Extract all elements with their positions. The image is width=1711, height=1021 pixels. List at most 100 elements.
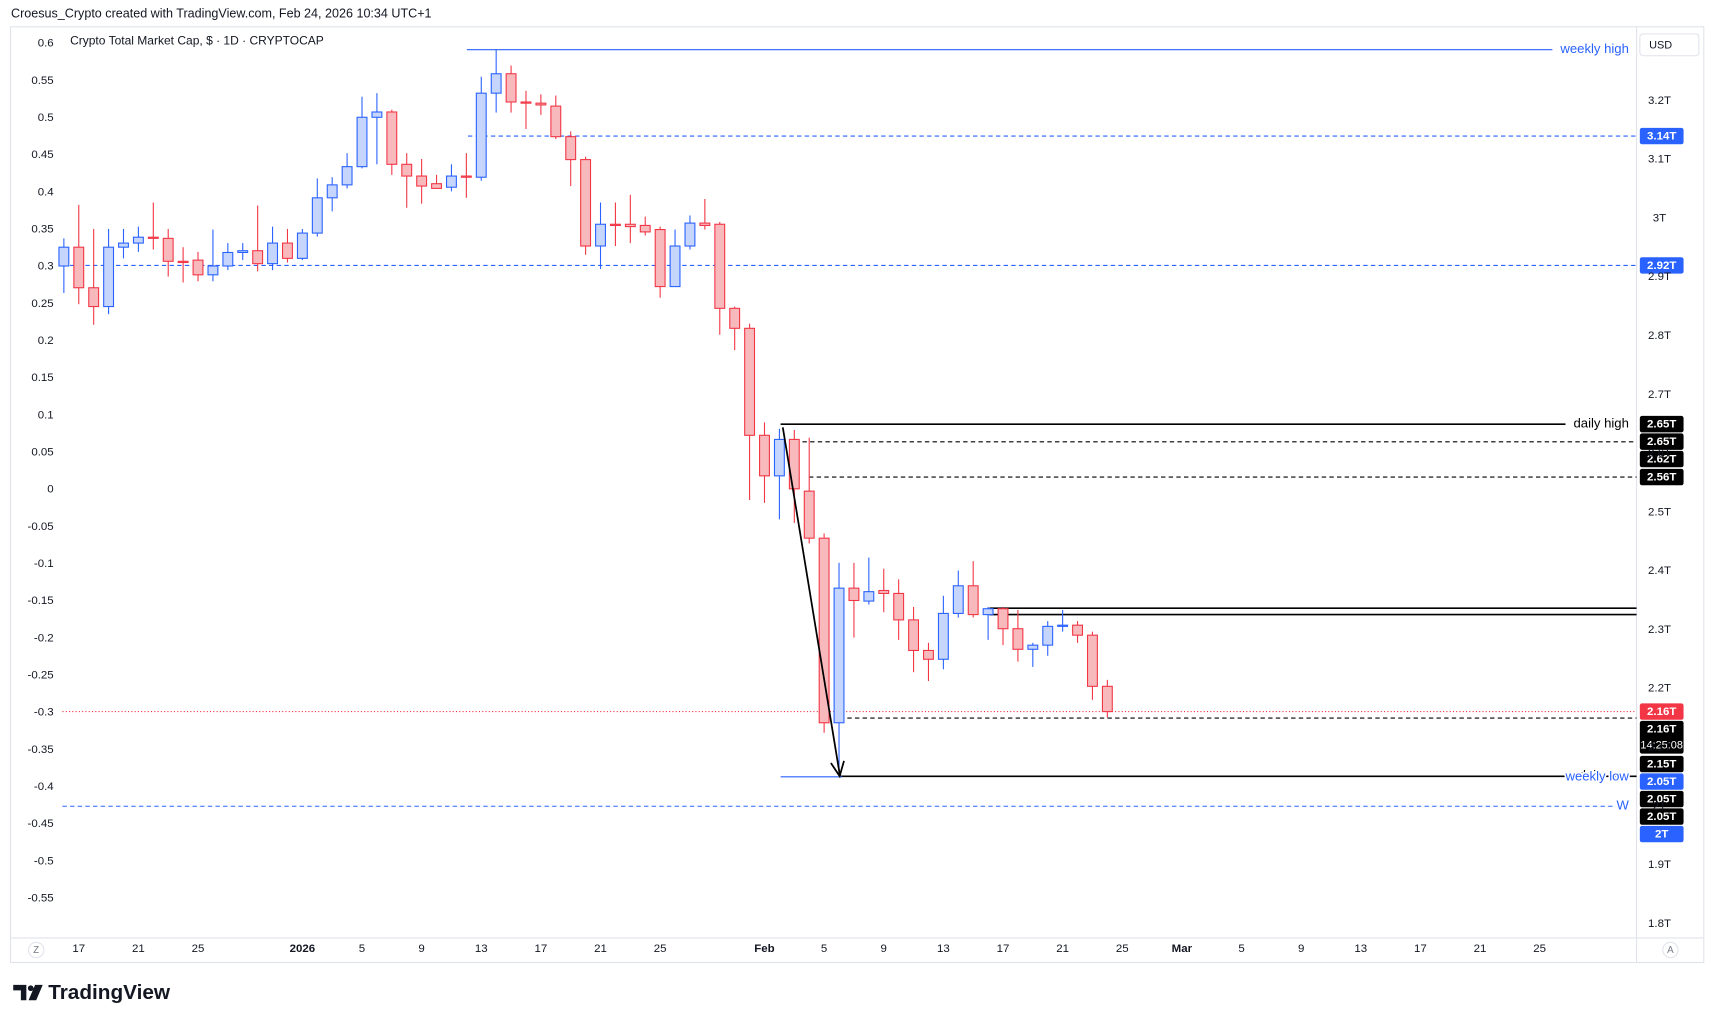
left-tick-label: -0.25 — [28, 670, 54, 682]
candle-body — [550, 105, 562, 138]
left-tick-label: -0.5 — [34, 855, 54, 867]
candle-body — [773, 438, 785, 477]
candle-body — [371, 111, 383, 118]
candle-body — [416, 175, 428, 187]
price-tick-label: 2.7T — [1648, 389, 1671, 401]
price-tick-label: 2T — [1653, 800, 1666, 812]
candle-body — [908, 619, 920, 652]
x-tick-label: 21 — [594, 943, 607, 955]
candle-body — [684, 222, 696, 247]
price-tick-label: 2.1T — [1648, 741, 1671, 753]
candle-body — [103, 246, 115, 308]
left-tick-label: 0.45 — [31, 149, 53, 161]
price-badge — [1639, 433, 1684, 450]
candle-body — [535, 102, 547, 106]
candle-body — [848, 587, 860, 602]
scale-corner-right-label[interactable]: A — [1667, 945, 1674, 956]
left-tick-label: 0 — [47, 484, 53, 496]
candle-body — [654, 229, 666, 288]
price-badge-label: 2.65T — [1647, 436, 1676, 448]
price-badge-label: 2.92T — [1647, 260, 1676, 272]
x-tick-label: 21 — [1056, 943, 1069, 955]
footer-logo — [13, 984, 43, 1001]
price-badge-label: 2.65T — [1647, 419, 1676, 431]
candle-body — [1086, 634, 1098, 687]
candle-body — [252, 250, 264, 265]
price-badge-label: 2.16T — [1647, 724, 1676, 736]
scale-corner-left-label[interactable]: Z — [33, 945, 39, 956]
price-tick-label: 2.2T — [1648, 683, 1671, 695]
candle-body — [803, 490, 815, 539]
price-badge — [1639, 790, 1684, 808]
currency-label[interactable]: USD — [1649, 39, 1672, 51]
x-tick-label: 13 — [1354, 943, 1367, 955]
scale-corner-left[interactable] — [27, 941, 45, 959]
candle-body — [1072, 624, 1084, 636]
price-badge — [1639, 808, 1684, 825]
x-tick-label: 9 — [881, 943, 887, 955]
candle-body — [729, 307, 741, 329]
currency-box[interactable] — [1639, 33, 1700, 57]
price-badge — [1639, 450, 1684, 468]
price-tick-label: 2.3T — [1648, 624, 1671, 636]
candle-body — [505, 73, 517, 103]
left-tick-label: -0.1 — [34, 558, 54, 570]
candle-body — [431, 183, 443, 189]
left-tick-label: 0.35 — [31, 224, 53, 236]
x-tick-label: 25 — [1116, 943, 1129, 955]
price-badge — [1639, 703, 1684, 720]
logo-mark — [13, 984, 27, 1001]
candle-body — [1012, 628, 1024, 650]
candle-body — [699, 222, 711, 226]
candle-body — [639, 224, 651, 233]
candle-body — [893, 592, 905, 621]
logo-mark — [28, 984, 43, 1001]
candle-body — [878, 589, 890, 594]
left-tick-label: 0.25 — [31, 298, 53, 310]
price-badge-label: 2.05T — [1647, 776, 1676, 788]
price-tick-label: 1.9T — [1648, 859, 1671, 871]
price-badge — [1639, 127, 1684, 145]
candle-body — [818, 537, 830, 724]
candle-body — [132, 236, 144, 244]
candle-body — [520, 101, 532, 104]
candle-body — [490, 73, 502, 94]
x-tick-label: 9 — [1298, 943, 1304, 955]
price-tick-label: 1.8T — [1648, 918, 1671, 930]
price-tick-label: 3.2T — [1648, 95, 1671, 107]
footer-brand: TradingView — [48, 981, 171, 1004]
candle-body — [73, 246, 85, 289]
level-label: weekly high — [1559, 41, 1629, 56]
candle-body — [833, 587, 845, 724]
left-tick-label: 0.3 — [38, 261, 54, 273]
price-badge-label: 2.16T — [1647, 706, 1676, 718]
price-badge — [1639, 720, 1684, 754]
candle-body — [475, 92, 487, 178]
price-badge — [1639, 468, 1684, 486]
candle-body — [177, 260, 189, 264]
candle-body — [923, 649, 934, 660]
candle-body — [267, 242, 279, 265]
candle-body — [967, 585, 979, 616]
x-tick-label: 9 — [418, 943, 424, 955]
x-tick-label: 17 — [1414, 943, 1427, 955]
candle-body — [207, 265, 219, 276]
scale-corner-right[interactable] — [1662, 941, 1679, 959]
candle-body — [609, 223, 621, 226]
price-badge-label: 2T — [1655, 829, 1668, 841]
price-tick-label: 2.9T — [1648, 271, 1671, 283]
candle-body — [744, 327, 756, 436]
x-tick-label: 25 — [654, 943, 667, 955]
x-tick-label: 5 — [821, 943, 827, 955]
left-tick-label: 0.2 — [38, 335, 54, 347]
level-label: W — [1617, 798, 1630, 813]
x-tick-label: 21 — [1474, 943, 1487, 955]
candle-body — [237, 250, 249, 254]
candle-body — [1057, 624, 1069, 627]
x-tick-label: 13 — [475, 943, 488, 955]
left-tick-label: 0.6 — [38, 38, 54, 50]
price-badge-label: 2.05T — [1647, 794, 1676, 806]
candle-body — [296, 232, 308, 259]
